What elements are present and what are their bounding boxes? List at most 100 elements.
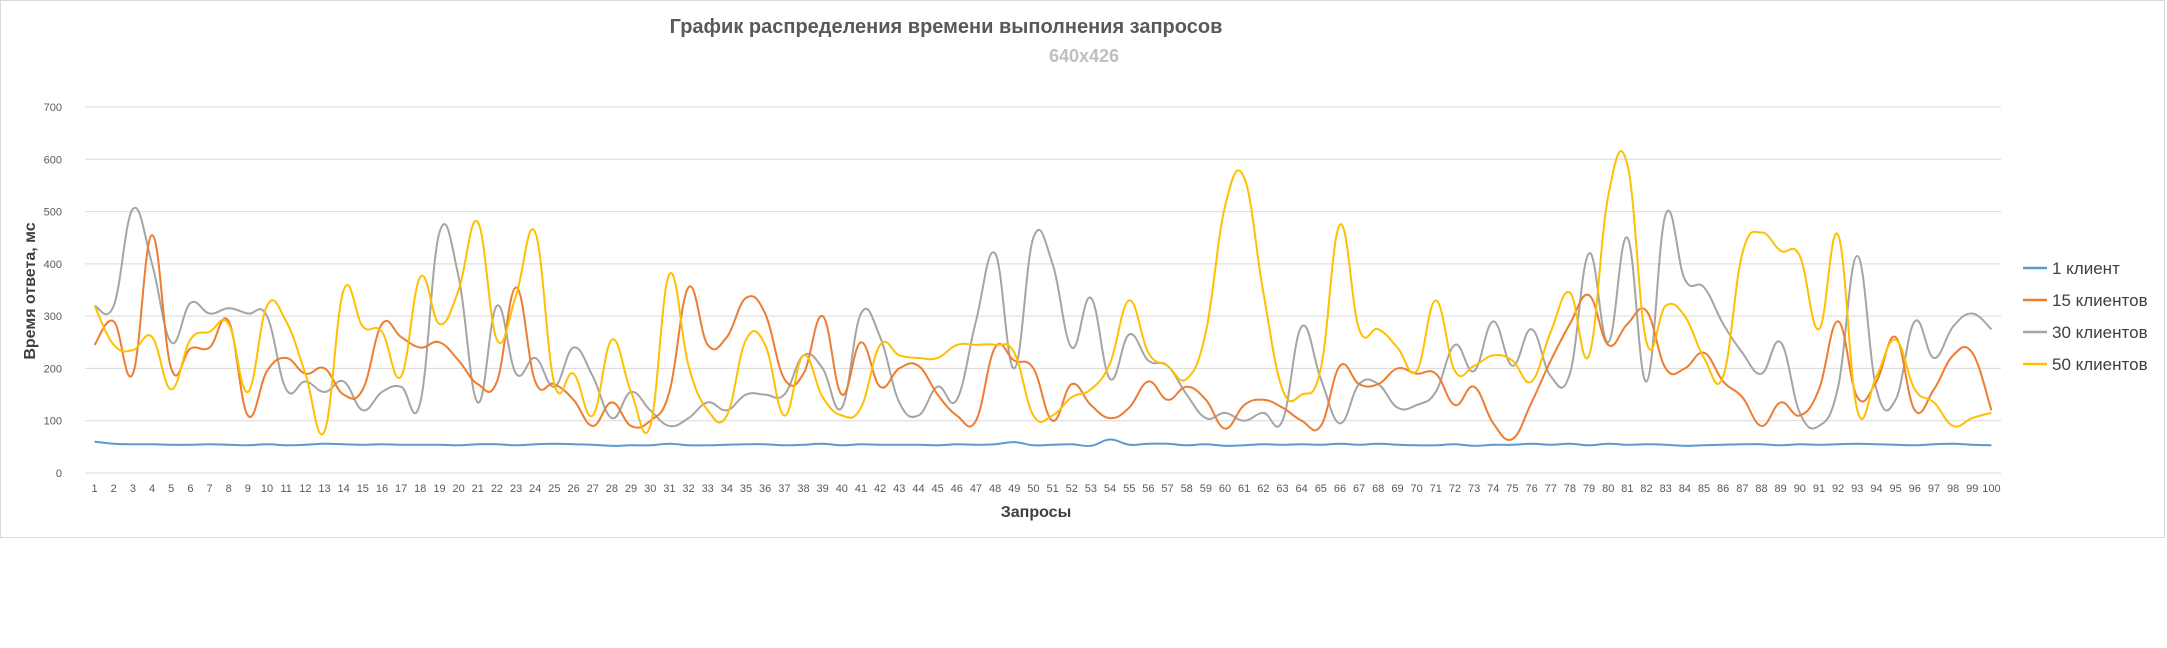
x-tick-label: 80: [1602, 483, 1614, 495]
x-tick-label: 96: [1909, 483, 1921, 495]
x-tick-label: 37: [778, 483, 790, 495]
legend: 1 клиент 15 клиентов 30 клиентов 50 клиенто…: [2023, 259, 2148, 374]
x-axis-title: Запросы: [1001, 504, 1071, 521]
x-tick-label: 100: [1982, 483, 2000, 495]
x-tick-label: 70: [1410, 483, 1422, 495]
x-tick-label: 39: [817, 483, 829, 495]
x-tick-label: 75: [1506, 483, 1518, 495]
x-tick-label: 36: [759, 483, 771, 495]
x-tick-label: 50: [1027, 483, 1039, 495]
y-tick-label: 700: [44, 102, 62, 114]
chart-subtitle: 640x426: [1049, 46, 1119, 66]
x-tick-label: 98: [1947, 483, 1959, 495]
series-line-4: [93, 150, 1992, 436]
x-tick-label: 81: [1621, 483, 1633, 495]
x-tick-label: 1: [92, 483, 98, 495]
x-tick-label: 33: [702, 483, 714, 495]
x-tick-label: 71: [1430, 483, 1442, 495]
x-tick-label: 61: [1238, 483, 1250, 495]
x-tick-label: 20: [452, 483, 464, 495]
x-tick-label: 51: [1046, 483, 1058, 495]
x-tick-label: 26: [567, 483, 579, 495]
x-tick-label: 49: [1008, 483, 1020, 495]
x-tick-label: 56: [1142, 483, 1154, 495]
x-tick-label: 32: [682, 483, 694, 495]
x-tick-label: 10: [261, 483, 273, 495]
x-tick-label: 90: [1794, 483, 1806, 495]
x-tick-label: 30: [644, 483, 656, 495]
y-tick-label: 100: [44, 416, 62, 428]
x-tick-label: 62: [1257, 483, 1269, 495]
x-tick-label: 58: [1181, 483, 1193, 495]
x-tick-label: 78: [1564, 483, 1576, 495]
x-tick-label: 13: [318, 483, 330, 495]
x-tick-label: 18: [414, 483, 426, 495]
series-line-3: [94, 206, 1993, 430]
x-tick-label: 44: [912, 483, 924, 495]
x-tick-label: 69: [1391, 483, 1403, 495]
x-tick-label: 66: [1334, 483, 1346, 495]
x-tick-label: 4: [149, 483, 155, 495]
x-tick-label: 38: [797, 483, 809, 495]
x-tick-label: 88: [1755, 483, 1767, 495]
x-tick-label: 92: [1832, 483, 1844, 495]
x-tick-label: 55: [1123, 483, 1135, 495]
gridlines: [85, 106, 2001, 474]
x-tick-label: 52: [1066, 483, 1078, 495]
x-tick-label: 6: [187, 483, 193, 495]
x-tick-label: 3: [130, 483, 136, 495]
x-tick-label: 21: [472, 483, 484, 495]
line-chart: График распределения времени выполнения …: [22, 16, 2148, 521]
x-tick-label: 60: [1219, 483, 1231, 495]
x-tick-label: 42: [874, 483, 886, 495]
x-tick-label: 17: [395, 483, 407, 495]
x-tick-label: 25: [548, 483, 560, 495]
x-tick-label: 12: [299, 483, 311, 495]
x-tick-label: 41: [855, 483, 867, 495]
series-line-2: [93, 234, 1993, 441]
x-tick-label: 79: [1583, 483, 1595, 495]
x-tick-label: 29: [625, 483, 637, 495]
legend-label: 15 клиентов: [2052, 291, 2148, 310]
x-tick-label: 93: [1851, 483, 1863, 495]
x-tick-label: 99: [1966, 483, 1978, 495]
y-axis-ticks: 0 100 200 300 400 500 600 700: [44, 102, 62, 480]
x-tick-label: 35: [740, 483, 752, 495]
y-tick-label: 600: [44, 154, 62, 166]
x-tick-label: 47: [970, 483, 982, 495]
x-tick-label: 72: [1449, 483, 1461, 495]
x-tick-label: 65: [1315, 483, 1327, 495]
x-tick-label: 45: [931, 483, 943, 495]
x-tick-label: 77: [1545, 483, 1557, 495]
x-tick-label: 91: [1813, 483, 1825, 495]
chart-title: График распределения времени выполнения …: [670, 16, 1223, 38]
x-tick-label: 94: [1870, 483, 1882, 495]
x-tick-label: 11: [280, 483, 291, 495]
x-tick-label: 15: [357, 483, 369, 495]
x-tick-label: 5: [168, 483, 174, 495]
x-tick-label: 40: [836, 483, 848, 495]
x-tick-label: 67: [1353, 483, 1365, 495]
x-tick-label: 34: [721, 483, 733, 495]
x-tick-label: 7: [206, 483, 212, 495]
x-tick-label: 97: [1928, 483, 1940, 495]
series-lines: [93, 150, 1993, 448]
x-tick-label: 95: [1889, 483, 1901, 495]
x-tick-label: 31: [663, 483, 675, 495]
x-tick-label: 89: [1775, 483, 1787, 495]
x-tick-label: 22: [491, 483, 503, 495]
x-tick-label: 9: [245, 483, 251, 495]
legend-label: 50 клиентов: [2052, 355, 2148, 374]
x-tick-label: 63: [1276, 483, 1288, 495]
x-tick-label: 73: [1468, 483, 1480, 495]
x-tick-label: 28: [606, 483, 618, 495]
x-tick-label: 46: [951, 483, 963, 495]
x-tick-label: 23: [510, 483, 522, 495]
x-tick-label: 48: [989, 483, 1001, 495]
y-tick-label: 300: [44, 311, 62, 323]
x-tick-label: 76: [1525, 483, 1537, 495]
y-tick-label: 500: [44, 207, 62, 219]
x-tick-label: 19: [433, 483, 445, 495]
x-tick-label: 24: [529, 483, 541, 495]
x-tick-label: 14: [338, 483, 350, 495]
